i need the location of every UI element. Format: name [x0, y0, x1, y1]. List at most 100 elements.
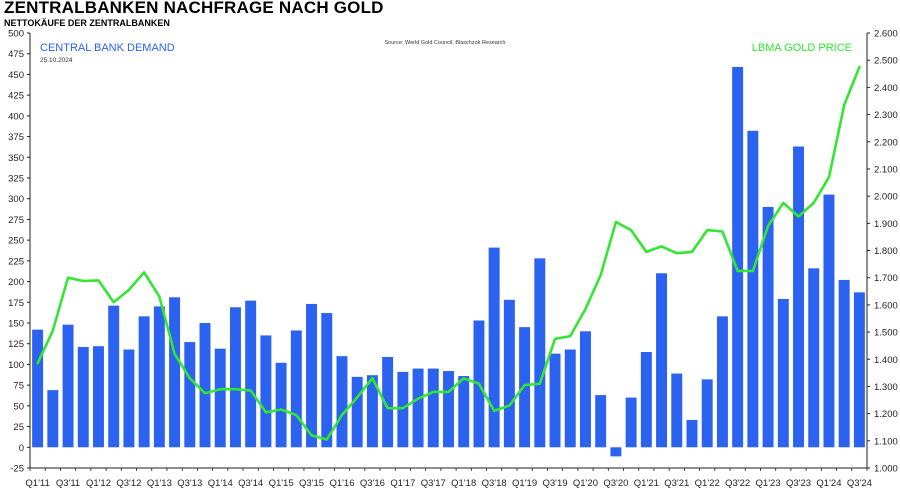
x-tick-label: Q3'15	[299, 478, 324, 489]
x-tick-label: Q1'19	[512, 478, 537, 489]
right-tick-label: 2.000	[874, 192, 898, 203]
bar	[564, 349, 576, 448]
bar	[351, 376, 363, 448]
x-tick-label: Q3'19	[542, 478, 567, 489]
right-tick-label: 1.900	[874, 219, 898, 230]
right-tick-label: 1.100	[874, 436, 898, 447]
right-tick-label: 2.600	[874, 29, 898, 40]
gold-price-line	[36, 65, 861, 441]
chart-title: ZENTRALBANKEN NACHFRAGE NACH GOLD	[4, 0, 384, 17]
bar	[290, 330, 302, 448]
bar	[62, 324, 74, 448]
left-tick-label: 300	[8, 194, 24, 205]
bar	[321, 313, 333, 448]
x-tick-label: Q3'23	[786, 478, 811, 489]
date-label: 25.10.2024	[40, 57, 73, 64]
chart-subtitle: NETTOKÄUFE DER ZENTRALBANKEN	[4, 18, 170, 28]
right-tick-label: 1.600	[874, 300, 898, 311]
x-tick-label: Q3'11	[56, 478, 80, 489]
source-label: Source: World Gold Council, Blaschzok Re…	[385, 40, 506, 46]
left-tick-label: 475	[8, 49, 24, 60]
left-tick-label: 450	[8, 70, 24, 81]
bar	[427, 368, 439, 448]
bar	[382, 356, 394, 448]
bar	[671, 373, 683, 448]
x-tick-label: Q3'21	[664, 478, 689, 489]
bar	[275, 362, 287, 448]
bar	[260, 335, 272, 448]
left-tick-label: -25	[10, 464, 24, 475]
bar	[579, 331, 591, 448]
left-tick-label: 75	[13, 381, 24, 392]
bar	[108, 305, 120, 448]
bar	[229, 307, 241, 448]
bar	[458, 376, 470, 448]
x-tick-label: Q1'15	[269, 478, 294, 489]
bar	[488, 247, 500, 448]
legend-lbma-gold-price: LBMA GOLD PRICE	[752, 42, 852, 54]
bar	[549, 353, 561, 448]
left-tick-label: 50	[13, 401, 24, 412]
bar-series	[32, 66, 865, 457]
x-tick-label: Q1'11	[25, 478, 49, 489]
bar	[366, 375, 378, 448]
x-tick-label: Q1'20	[573, 478, 598, 489]
left-tick-label: 425	[8, 91, 24, 102]
bar	[336, 356, 348, 448]
left-tick-label: 275	[8, 215, 24, 226]
bar	[853, 292, 865, 448]
bar	[123, 349, 135, 448]
right-tick-label: 1.700	[874, 273, 898, 284]
left-tick-label: 100	[8, 360, 24, 371]
bar	[838, 279, 850, 448]
bar	[214, 348, 226, 448]
x-tick-label: Q1'12	[86, 478, 111, 489]
bar	[732, 66, 744, 448]
x-tick-label: Q1'21	[634, 478, 659, 489]
x-tick-label: Q1'22	[695, 478, 720, 489]
bar	[169, 297, 181, 448]
bar	[32, 329, 44, 448]
bar	[595, 395, 607, 448]
bar	[793, 146, 804, 448]
left-tick-label: 400	[8, 111, 24, 122]
left-tick-label: 0	[19, 443, 24, 454]
tick-labels: -25 0 25 50 75 100 125 150 175 200 225 250 275 300 325…	[8, 29, 898, 490]
bar	[397, 371, 409, 448]
right-tick-label: 2.400	[874, 83, 898, 94]
bar	[823, 194, 835, 448]
bar	[199, 323, 211, 448]
right-tick-label: 2.100	[874, 164, 898, 175]
right-tick-label: 1.000	[874, 464, 898, 475]
bar	[625, 397, 637, 448]
legend-central-bank-demand: CENTRAL BANK DEMAND	[40, 42, 175, 54]
right-tick-label: 2.300	[874, 110, 898, 121]
bar	[762, 207, 774, 448]
bar	[245, 300, 257, 448]
bar	[701, 379, 713, 448]
left-tick-label: 200	[8, 277, 24, 288]
x-tick-label: Q3'12	[116, 478, 141, 489]
x-tick-label: Q1'14	[208, 478, 233, 489]
right-tick-label: 2.500	[874, 56, 898, 67]
bar	[656, 273, 668, 448]
bar	[640, 352, 652, 448]
bar	[777, 298, 789, 448]
x-tick-label: Q3'18	[482, 478, 507, 489]
bar	[306, 303, 318, 448]
left-tick-label: 250	[8, 236, 24, 247]
x-tick-label: Q1'24	[816, 478, 841, 489]
left-tick-label: 125	[8, 339, 24, 350]
left-tick-label: 350	[8, 153, 24, 164]
right-tick-label: 2.200	[874, 137, 898, 148]
bar	[747, 130, 759, 448]
x-tick-label: Q3'24	[847, 478, 872, 489]
right-tick-label: 1.800	[874, 246, 898, 257]
bar	[443, 371, 454, 448]
bar	[93, 346, 104, 448]
bar	[503, 299, 515, 448]
bar	[534, 258, 546, 448]
x-tick-label: Q1'17	[390, 478, 415, 489]
bar	[686, 419, 698, 448]
bar	[184, 342, 196, 448]
